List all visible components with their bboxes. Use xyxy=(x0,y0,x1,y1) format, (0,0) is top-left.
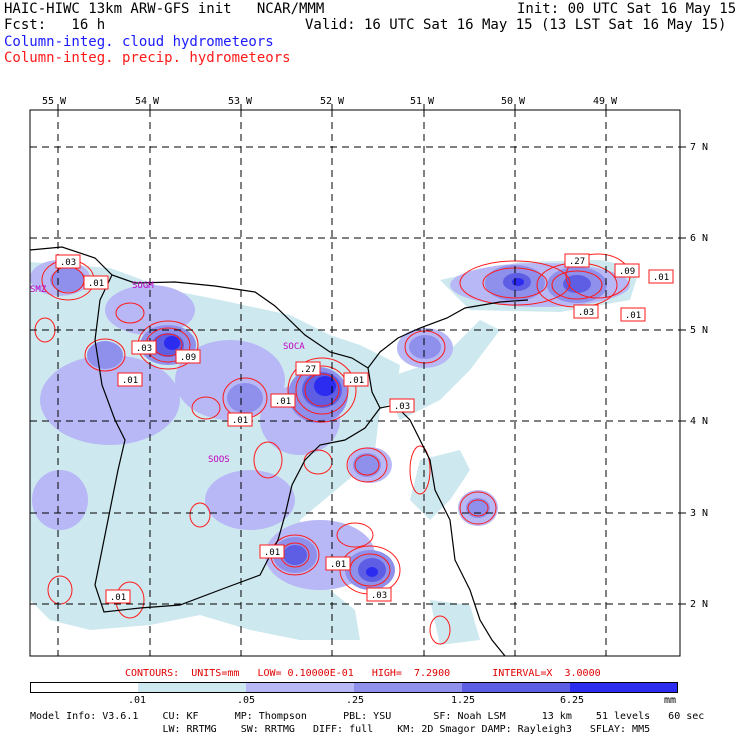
colorbar-segment xyxy=(246,682,354,693)
contour-label: .03 xyxy=(394,402,410,412)
contour-label: .01 xyxy=(625,311,641,321)
header-init: Init: 00 UTC Sat 16 May 15 xyxy=(517,1,737,17)
contour-label-box xyxy=(366,587,392,602)
contour-label: .01 xyxy=(348,376,364,386)
colorbar-segment xyxy=(462,682,570,693)
colorbar-segment xyxy=(570,682,678,693)
contour-label: .01 xyxy=(653,273,669,283)
lat-label: 7 N xyxy=(690,142,708,153)
axis-ticks xyxy=(57,104,686,605)
contour-label-box xyxy=(270,393,296,408)
lon-label: 50 W xyxy=(501,96,526,107)
contour-label-box xyxy=(259,544,285,559)
contour-label: .03 xyxy=(578,308,594,318)
colorbar-label: .01 xyxy=(128,695,147,706)
contour-label: .09 xyxy=(619,267,635,277)
model-info-line1: Model Info: V3.6.1 CU: KF MP: Thompson P… xyxy=(30,711,705,722)
station-label: SOGM xyxy=(132,281,154,291)
legend-precip: Column-integ. precip. hydrometeors xyxy=(4,50,291,66)
colorbar-unit: mm xyxy=(664,695,677,706)
contour-label-box xyxy=(117,372,143,387)
contours-info: CONTOURS: UNITS=mm LOW= 0.10000E-01 HIGH… xyxy=(125,668,601,679)
lon-label: 55 W xyxy=(42,96,67,107)
contour-label-box xyxy=(620,307,646,322)
lon-label: 51 W xyxy=(410,96,435,107)
contour-label-box xyxy=(648,269,674,284)
station-label: SOOS xyxy=(208,455,230,465)
lat-label: 6 N xyxy=(690,233,708,244)
contour-label-box xyxy=(131,340,157,355)
station-label: SOCA xyxy=(283,342,305,352)
contour-label: .03 xyxy=(371,591,387,601)
contour-label: .03 xyxy=(60,258,76,268)
contour-label-box xyxy=(564,253,590,268)
colorbar-label: 6.25 xyxy=(560,695,585,706)
precip-contours xyxy=(34,253,631,645)
contour-label-box xyxy=(227,412,253,427)
contour-label-box xyxy=(389,398,415,413)
contour-label-box xyxy=(343,372,369,387)
lat-lon-grid xyxy=(30,110,680,656)
header-valid: Valid: 16 UTC Sat 16 May 15 (13 LST Sat … xyxy=(305,17,727,33)
contour-label-box xyxy=(105,589,131,604)
contour-label-box xyxy=(83,275,109,290)
contour-label: .01 xyxy=(264,548,280,558)
contour-label-box xyxy=(175,349,201,364)
contour-label: .01 xyxy=(232,416,248,426)
contour-label: .01 xyxy=(275,397,291,407)
contour-label: .03 xyxy=(136,344,152,354)
contour-label-box xyxy=(325,556,351,571)
contour-label-box xyxy=(614,263,640,278)
colorbar-frame xyxy=(30,682,678,693)
contour-label-box xyxy=(573,304,599,319)
header-title: HAIC-HIWC 13km ARW-GFS init NCAR/MMM xyxy=(4,1,325,17)
contour-label-group: .03 .01 .03 .09 .01 .01 .27 .01 .01 .03 .01 .01 .03.… xyxy=(55,253,674,604)
contour-label-box xyxy=(55,254,81,269)
lat-label: 5 N xyxy=(690,325,708,336)
model-info-line2: LW: RRTMG SW: RRTMG DIFF: full KM: 2D Sm… xyxy=(30,724,651,735)
colorbar-segment xyxy=(138,682,246,693)
contour-label: .09 xyxy=(180,353,196,363)
lat-label: 2 N xyxy=(690,599,708,610)
contour-label: .27 xyxy=(300,365,316,375)
lon-label: 49 W xyxy=(593,96,618,107)
lat-label: 4 N xyxy=(690,416,708,427)
colorbar-segment xyxy=(30,682,138,693)
lon-label: 53 W xyxy=(228,96,253,107)
contour-label: .01 xyxy=(88,279,104,289)
map-frame xyxy=(29,109,681,657)
legend-cloud: Column-integ. cloud hydrometeors xyxy=(4,34,274,50)
colorbar-label: .05 xyxy=(237,695,256,706)
contour-label: .01 xyxy=(122,376,138,386)
station-label: SMZ xyxy=(30,285,47,295)
coastline xyxy=(30,246,529,656)
contour-label: .01 xyxy=(110,593,126,603)
colorbar-segment xyxy=(354,682,462,693)
lon-label: 54 W xyxy=(135,96,160,107)
contour-label: .01 xyxy=(330,560,346,570)
header-forecast: Fcst: 16 h xyxy=(4,17,106,33)
lat-label: 3 N xyxy=(690,508,708,519)
contour-label-box xyxy=(295,361,321,376)
contour-label: .27 xyxy=(569,257,585,267)
colorbar-label: .25 xyxy=(346,695,365,706)
colorbar-label: 1.25 xyxy=(451,695,476,706)
lon-label: 52 W xyxy=(320,96,345,107)
